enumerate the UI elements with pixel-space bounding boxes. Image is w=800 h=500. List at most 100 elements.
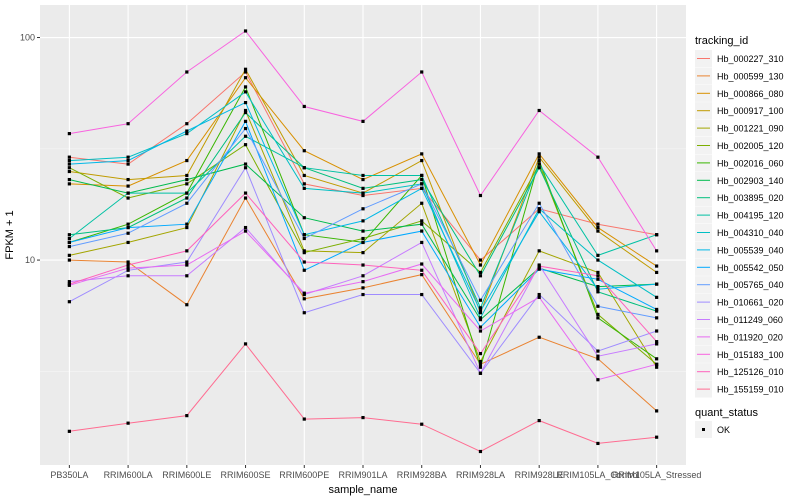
series-layer bbox=[67, 29, 659, 454]
legend-label: Hb_002903_140 bbox=[717, 176, 784, 186]
shape-legend-key-point bbox=[702, 428, 705, 431]
data-point bbox=[243, 162, 248, 166]
data-point bbox=[361, 193, 365, 198]
data-point bbox=[537, 418, 541, 423]
data-point bbox=[67, 169, 71, 174]
data-point bbox=[537, 267, 541, 271]
legend-label: Hb_010661_020 bbox=[717, 298, 784, 308]
data-point bbox=[655, 282, 659, 286]
data-point bbox=[126, 260, 130, 264]
data-point bbox=[185, 414, 189, 418]
data-point bbox=[420, 292, 424, 297]
data-point bbox=[655, 264, 659, 268]
data-point bbox=[655, 249, 659, 253]
data-point bbox=[537, 166, 541, 170]
data-point bbox=[537, 249, 541, 253]
data-point bbox=[537, 155, 541, 159]
data-point bbox=[126, 231, 130, 235]
data-point bbox=[420, 177, 424, 182]
data-point bbox=[67, 240, 71, 245]
data-point bbox=[596, 225, 600, 230]
shape-legend-title: quant_status bbox=[695, 407, 758, 419]
data-point bbox=[478, 318, 483, 322]
data-point bbox=[126, 266, 130, 270]
data-point bbox=[420, 422, 424, 426]
data-point bbox=[361, 191, 365, 195]
data-point bbox=[596, 155, 600, 159]
data-point bbox=[243, 143, 248, 147]
data-point bbox=[302, 311, 306, 315]
shape-legend-label: OK bbox=[717, 425, 730, 435]
legend-label: Hb_005539_040 bbox=[717, 245, 784, 255]
data-point bbox=[67, 233, 71, 237]
data-point bbox=[420, 201, 424, 205]
data-point bbox=[243, 76, 248, 80]
data-point bbox=[596, 441, 600, 446]
data-point bbox=[302, 166, 306, 170]
data-point bbox=[302, 251, 306, 255]
data-point bbox=[478, 371, 483, 375]
data-point bbox=[478, 359, 483, 364]
data-point bbox=[67, 244, 71, 249]
data-point bbox=[478, 258, 483, 262]
data-point bbox=[126, 225, 130, 230]
data-point bbox=[361, 177, 365, 182]
data-point bbox=[361, 173, 365, 178]
data-point bbox=[478, 449, 483, 454]
data-point bbox=[596, 270, 600, 275]
x-tick-label: RRIM928BA bbox=[397, 470, 447, 480]
data-point bbox=[420, 152, 424, 156]
data-point bbox=[126, 421, 130, 425]
data-point bbox=[243, 126, 248, 131]
data-point bbox=[537, 292, 541, 297]
legend-label: Hb_003895_020 bbox=[717, 193, 784, 203]
data-point bbox=[596, 253, 600, 257]
data-point bbox=[67, 155, 71, 159]
data-point bbox=[126, 155, 130, 159]
data-point bbox=[302, 268, 306, 272]
data-point bbox=[655, 435, 659, 439]
data-point bbox=[243, 119, 248, 123]
data-point bbox=[478, 193, 483, 198]
data-point bbox=[67, 300, 71, 304]
data-point bbox=[361, 229, 365, 233]
data-point bbox=[537, 295, 541, 299]
data-point bbox=[67, 429, 71, 433]
data-point bbox=[537, 210, 541, 214]
legend-label: Hb_000599_130 bbox=[717, 71, 784, 81]
x-axis: PB350LA RRIM600LA RRIM600LE RRIM600SE RRIM60… bbox=[50, 465, 701, 480]
data-point bbox=[420, 186, 424, 190]
data-point bbox=[596, 349, 600, 353]
data-point bbox=[67, 280, 71, 284]
legend-label: Hb_005765_040 bbox=[717, 280, 784, 290]
data-point bbox=[478, 316, 483, 320]
data-point bbox=[655, 365, 659, 369]
data-point bbox=[361, 119, 365, 123]
data-point bbox=[361, 263, 365, 267]
data-point bbox=[243, 108, 248, 113]
y-tick-label: 10 bbox=[25, 255, 35, 265]
data-point bbox=[67, 132, 71, 136]
data-point bbox=[478, 325, 483, 329]
data-point bbox=[478, 306, 483, 310]
data-point bbox=[126, 274, 130, 278]
data-point bbox=[185, 249, 189, 253]
data-point bbox=[243, 67, 248, 71]
data-point bbox=[596, 258, 600, 262]
legend-label: Hb_004310_040 bbox=[717, 228, 784, 238]
data-point bbox=[243, 342, 248, 346]
data-point bbox=[596, 284, 600, 289]
data-point bbox=[596, 274, 600, 278]
data-point bbox=[596, 290, 600, 294]
y-axis: 10 100 bbox=[20, 33, 40, 265]
data-point bbox=[420, 182, 424, 186]
data-point bbox=[243, 196, 248, 200]
legend-label: Hb_011249_060 bbox=[717, 315, 783, 325]
data-point bbox=[67, 166, 71, 170]
data-point bbox=[596, 287, 600, 291]
data-point bbox=[596, 229, 600, 233]
legend-label: Hb_005542_050 bbox=[717, 263, 784, 273]
x-tick-label: RRIM901LA bbox=[338, 470, 387, 480]
data-point bbox=[361, 251, 365, 255]
data-point bbox=[185, 191, 189, 195]
